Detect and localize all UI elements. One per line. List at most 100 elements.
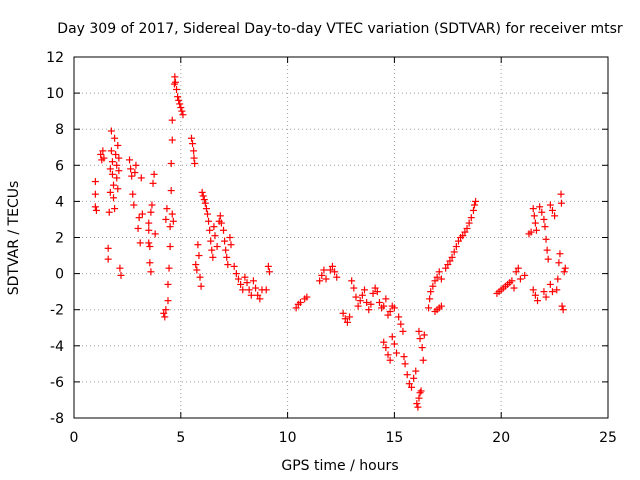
- data-point: [303, 293, 311, 301]
- data-point: [426, 295, 434, 303]
- data-point: [419, 356, 427, 364]
- data-point: [197, 282, 205, 290]
- data-point: [403, 371, 411, 379]
- data-point: [546, 280, 554, 288]
- data-point: [177, 104, 185, 112]
- data-point: [192, 261, 200, 269]
- data-point: [557, 199, 565, 207]
- data-point: [150, 170, 158, 178]
- data-point: [245, 286, 253, 294]
- data-point: [450, 248, 458, 256]
- data-point: [194, 241, 202, 249]
- data-point: [210, 223, 218, 231]
- data-point: [541, 223, 549, 231]
- data-point: [221, 237, 229, 245]
- data-point: [371, 284, 379, 292]
- data-point: [217, 219, 225, 227]
- data-point: [213, 243, 221, 251]
- data-point: [444, 261, 452, 269]
- data-point: [147, 208, 155, 216]
- data-point: [145, 226, 153, 234]
- x-tick-label: 5: [176, 430, 185, 446]
- data-point: [200, 196, 208, 204]
- data-point: [116, 264, 124, 272]
- data-point: [175, 96, 183, 104]
- y-tick-labels: -8 -6 -4 -2 0 2 4 6 8 10 12: [46, 50, 64, 427]
- data-point: [348, 277, 356, 285]
- data-point: [380, 302, 388, 310]
- data-point: [446, 257, 454, 265]
- y-tick-label: 2: [55, 231, 64, 247]
- data-point: [147, 268, 155, 276]
- data-point: [174, 93, 182, 101]
- data-point: [205, 217, 213, 225]
- data-point: [237, 280, 245, 288]
- y-tick-label: 12: [46, 50, 64, 66]
- data-point: [516, 275, 524, 283]
- data-point: [508, 277, 516, 285]
- data-point: [262, 286, 270, 294]
- data-point: [431, 277, 439, 285]
- data-point: [386, 308, 394, 316]
- data-point: [243, 279, 251, 287]
- data-point: [435, 268, 443, 276]
- data-point: [265, 268, 273, 276]
- data-point: [189, 140, 197, 148]
- data-point: [548, 288, 556, 296]
- data-point: [199, 192, 207, 200]
- data-point: [104, 255, 112, 263]
- data-point: [91, 190, 99, 198]
- data-point: [471, 201, 478, 209]
- data-point: [322, 275, 330, 283]
- data-point: [249, 277, 257, 285]
- data-point: [167, 187, 175, 195]
- data-point: [346, 313, 354, 321]
- data-point: [187, 134, 195, 142]
- data-point: [401, 360, 409, 368]
- data-point: [126, 156, 134, 164]
- data-point: [417, 387, 425, 395]
- data-point: [553, 286, 561, 294]
- data-point: [216, 212, 224, 220]
- data-point: [115, 167, 123, 175]
- data-point: [540, 288, 548, 296]
- y-tick-label: 0: [55, 267, 64, 283]
- data-point: [230, 262, 238, 270]
- data-point: [91, 203, 99, 211]
- data-point: [333, 273, 341, 281]
- chart-title: Day 309 of 2017, Sidereal Day-to-day VTE…: [57, 21, 623, 37]
- data-point: [204, 210, 211, 218]
- data-points: [91, 73, 569, 411]
- data-point: [151, 230, 159, 238]
- data-point: [135, 214, 143, 222]
- data-point: [198, 188, 206, 196]
- data-point: [191, 159, 199, 167]
- data-point: [544, 255, 552, 263]
- data-point: [193, 266, 201, 274]
- data-point: [206, 226, 214, 234]
- y-tick-label: -2: [50, 303, 64, 319]
- data-point: [107, 147, 115, 155]
- data-point: [529, 286, 537, 294]
- data-point: [111, 205, 119, 213]
- data-point: [100, 154, 108, 162]
- data-point: [350, 284, 358, 292]
- data-point: [163, 205, 171, 213]
- data-point: [106, 165, 114, 173]
- data-point: [168, 116, 176, 124]
- x-tick-label: 25: [599, 430, 617, 446]
- data-point: [390, 304, 398, 312]
- data-point: [433, 273, 441, 281]
- data-point: [418, 344, 426, 352]
- axis-ticks: [73, 56, 609, 419]
- data-point: [397, 320, 405, 328]
- data-point: [399, 327, 407, 335]
- data-point: [208, 246, 216, 254]
- data-point: [132, 161, 140, 169]
- data-point: [112, 150, 120, 158]
- data-point: [510, 284, 518, 292]
- data-point: [407, 383, 415, 391]
- data-point: [162, 215, 170, 223]
- data-point: [415, 394, 423, 402]
- data-point: [356, 297, 364, 305]
